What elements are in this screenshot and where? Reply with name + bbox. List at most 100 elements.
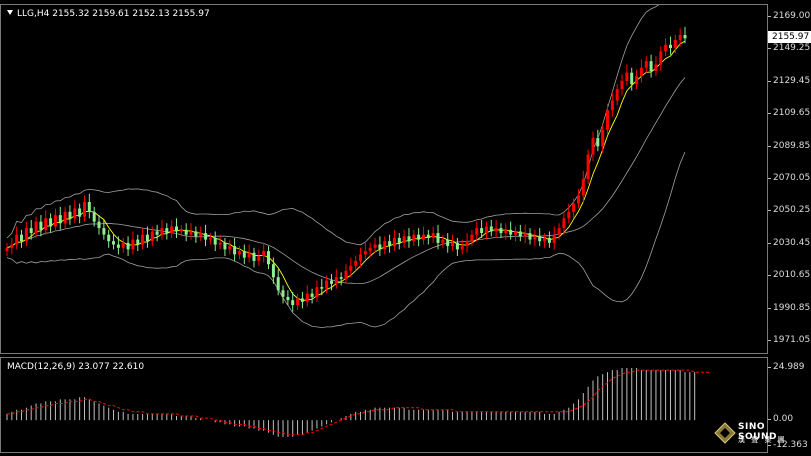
candle-body [388, 241, 392, 247]
candle [543, 233, 547, 248]
candle-body [228, 246, 232, 250]
candle [639, 59, 643, 83]
candle [315, 280, 319, 302]
candle [494, 219, 498, 238]
candle [10, 237, 14, 255]
candle-body [378, 244, 382, 250]
candle-body [300, 298, 304, 302]
candle-body [325, 280, 329, 289]
candle [673, 35, 677, 54]
candle-body [281, 290, 285, 297]
candle-body [39, 221, 43, 230]
candle-body [436, 233, 440, 243]
price-tick-label: 2089.85 [773, 140, 811, 151]
macd-chart[interactable] [1, 358, 767, 452]
macd-tick-mark [768, 367, 771, 368]
candle [649, 54, 653, 78]
candle-body [68, 211, 72, 219]
logo-name: SINO SOUND [738, 422, 777, 442]
candle-body [514, 231, 517, 235]
candle-body [649, 61, 653, 71]
candle-body [267, 251, 270, 265]
price-chart[interactable] [1, 5, 767, 353]
macd-tick-label: 24.989 [773, 362, 805, 372]
candle [601, 125, 605, 153]
candle-body [271, 264, 275, 278]
dropdown-triangle-icon[interactable] [7, 10, 13, 15]
candle [73, 200, 77, 224]
candle-body [484, 226, 488, 233]
diamond-logo-icon [714, 422, 736, 444]
candle [24, 221, 28, 247]
candle-body [87, 202, 91, 212]
candle-body [296, 298, 300, 305]
candle [262, 242, 266, 263]
candle-body [97, 221, 101, 229]
candle-body [238, 251, 241, 255]
candle-body [562, 218, 566, 229]
candle-body [339, 277, 343, 279]
candle-body [276, 277, 280, 291]
candle-body [44, 218, 48, 230]
candle [397, 233, 401, 250]
candle-body [586, 154, 590, 180]
candle [29, 219, 33, 240]
candle [39, 215, 43, 237]
bollinger-lower-line [6, 151, 686, 329]
candle [465, 233, 469, 253]
candle [15, 226, 19, 250]
candle [552, 226, 556, 250]
candle [252, 247, 256, 268]
candle-body [5, 247, 9, 252]
candle [412, 229, 416, 247]
candle-body [426, 234, 430, 238]
candle [63, 206, 67, 229]
candle [170, 219, 174, 238]
candle-body [63, 211, 67, 224]
candle [581, 170, 585, 202]
candle-body [455, 242, 459, 250]
candle-body [121, 242, 125, 248]
candle-body [184, 229, 188, 235]
price-tick-label: 2129.45 [773, 75, 811, 86]
candle [480, 219, 484, 238]
candle-body [601, 129, 605, 147]
candle-body [538, 236, 542, 242]
candle-body [223, 242, 227, 250]
candle [518, 224, 522, 242]
candle-body [126, 242, 130, 250]
candle-body [552, 234, 556, 243]
candle [276, 269, 280, 296]
price-tick-label: 2070.05 [773, 172, 811, 183]
macd-pane[interactable]: MACD(12,26,9) 23.077 22.610 [0, 357, 768, 453]
candle [562, 211, 566, 235]
candle-body [518, 231, 522, 237]
candle [213, 231, 217, 252]
price-tick-mark [768, 80, 771, 82]
candle [286, 290, 290, 306]
candle [116, 236, 120, 255]
candle [538, 228, 542, 247]
moving-average-line [6, 40, 686, 301]
candle-body [504, 229, 508, 234]
candle [58, 206, 62, 230]
candle-body [247, 252, 251, 258]
candle [87, 193, 91, 219]
macd-axis: 24.989 0.00 -12.363 [768, 357, 811, 453]
candle-body [252, 252, 256, 261]
candle-body [470, 234, 474, 242]
price-tick-label: 2109.65 [773, 108, 811, 119]
price-chart-pane[interactable]: LLG,H4 2155.32 2159.61 2152.13 2155.97 [0, 4, 768, 354]
sino-sound-logo: SINO SOUND 漢 聲 集 團 [712, 416, 807, 452]
candle-body [451, 242, 454, 247]
candle-body [310, 293, 314, 297]
candle-body [543, 238, 547, 242]
candle [184, 223, 188, 242]
candle-body [141, 234, 145, 245]
price-tick-mark [768, 210, 771, 212]
candle-body [547, 238, 551, 243]
candle [504, 223, 508, 240]
candle-body [189, 231, 193, 235]
candle-body [136, 239, 140, 245]
price-tick-mark [768, 340, 771, 341]
